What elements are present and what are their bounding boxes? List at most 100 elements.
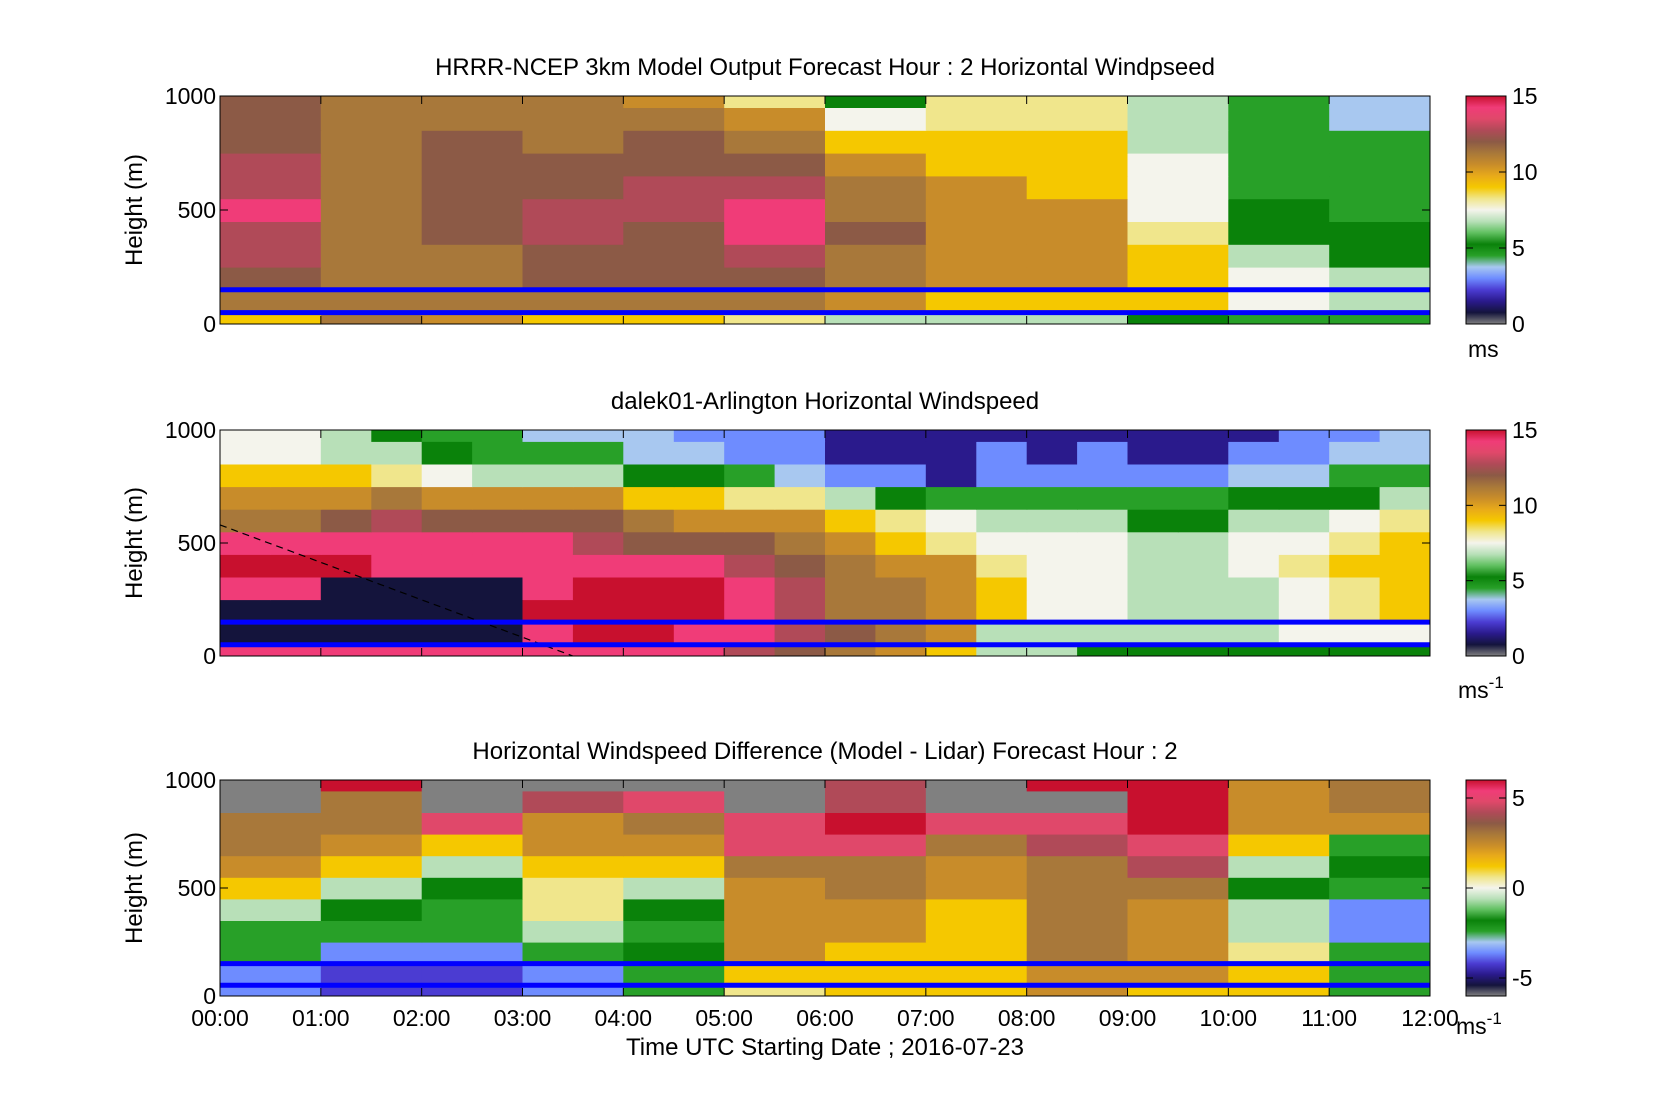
y-axis-label-model: Height (m) [121,154,148,266]
colorbar-difference-unit-exponent: -1 [1487,1009,1502,1028]
heatmap-cell [320,486,372,510]
heatmap-cell [1329,920,1430,943]
heatmap-cell [825,877,927,900]
x-tick-label: 11:00 [1301,1005,1357,1031]
heatmap-cell [1127,554,1179,578]
heatmap-cell [371,531,423,555]
heatmap-cell [320,153,423,177]
heatmap-cell [1228,963,1330,986]
heatmap-cell [623,130,725,154]
heatmap-cell [1329,622,1381,646]
heatmap-cell [875,554,927,578]
heatmap-cell [1026,942,1129,965]
heatmap-cell [724,963,826,986]
panel-difference: Horizontal Windspeed Difference (Model -… [121,738,1532,1061]
heatmap-cell [1329,244,1430,268]
heatmap-cell [1026,622,1078,646]
heatmap-cell [1278,554,1330,578]
heatmap-cell [320,96,423,108]
heatmap-cell [724,985,826,996]
heatmap-cell [320,963,423,986]
heatmap-cell [572,486,624,510]
heatmap-cell [1026,531,1078,555]
heatmap-cell [522,790,624,813]
heatmap-cell [1379,463,1430,488]
heatmap-cell [220,834,322,857]
heatmap-cell [421,790,524,813]
heatmap-cell [724,834,826,857]
y-tick-label: 1000 [165,417,216,443]
heatmap-cell [421,107,524,131]
heatmap-cell [825,855,927,878]
heatmap-cell [623,267,725,291]
heatmap-cell [1077,531,1129,555]
heatmap-cell [825,985,927,996]
heatmap-cell [623,107,725,131]
heatmap-cell [421,312,524,324]
heatmap-cell [522,576,574,601]
heatmap-cell [472,463,524,488]
heatmap-cell [825,531,876,555]
heatmap-cell [825,576,876,601]
heatmap-cell [623,644,675,656]
heatmap-cell [925,576,977,601]
heatmap-cell [421,622,473,646]
heatmap-cell [1127,812,1229,835]
heatmap-cell [421,599,473,623]
heatmap-cell [1329,985,1430,996]
heatmap-cell [925,509,977,533]
y-tick-label: 1000 [165,83,216,109]
heatmap-cell [421,531,473,555]
colorbar-tick-label: 5 [1512,235,1525,261]
heatmap-cell [875,509,927,533]
heatmap-cell [976,622,1028,646]
heatmap-cell [320,942,423,965]
heatmap-cell [270,463,322,488]
heatmap-cell [774,554,826,578]
heatmap-cell [925,812,1028,835]
heatmap-cell [270,509,322,533]
heatmap-cell [976,486,1028,510]
x-tick-label: 07:00 [897,1005,955,1031]
heatmap-cell [825,96,927,108]
heatmap-cell [572,599,624,623]
heatmap-cell [1329,267,1430,291]
heatmap-cell [925,877,1028,900]
heatmap-cell [1329,198,1430,222]
colorbar-lidar-unit-base: ms [1458,677,1489,703]
heatmap-cell [371,441,423,465]
heatmap-cell [1228,622,1280,646]
heatmap-cell [1228,531,1280,555]
colorbar-difference: -5 0 5 ms-1 [1456,779,1532,1039]
heatmap-cell [320,509,372,533]
colorbar-difference-unit: ms-1 [1456,1009,1502,1039]
heatmap-cell [925,96,1028,108]
heatmap-cell [825,599,876,623]
x-ticks-model [219,95,1431,325]
heatmap-cell [472,622,524,646]
heatmap-cell [522,554,574,578]
heatmap-cell [220,622,271,646]
heatmap-cell [875,576,927,601]
heatmap-cell [1329,790,1430,813]
colorbar-lidar-ticks: 0 5 10 15 [1466,417,1538,669]
heatmap-cell [522,130,624,154]
heatmap-cell [925,198,1028,222]
heatmap-cell [925,622,977,646]
heatmap-cell [1329,430,1381,442]
heatmap-cell [220,289,322,314]
heatmap-cell [1228,430,1280,442]
heatmap-cell [220,576,271,601]
heatmap-cell [220,985,322,996]
heatmap-cell [1026,780,1129,792]
heatmap-cell [774,599,826,623]
heatmap-cell [1026,985,1129,996]
heatmap-cell [1329,576,1381,601]
heatmap-cell [472,644,524,656]
heatmap-cell [1177,644,1229,656]
heatmap-cell [220,221,322,245]
heatmap-cell [1228,855,1330,878]
heatmap-cell [1329,942,1430,965]
heatmap-cell [825,834,927,857]
heatmap-cell [522,289,624,314]
